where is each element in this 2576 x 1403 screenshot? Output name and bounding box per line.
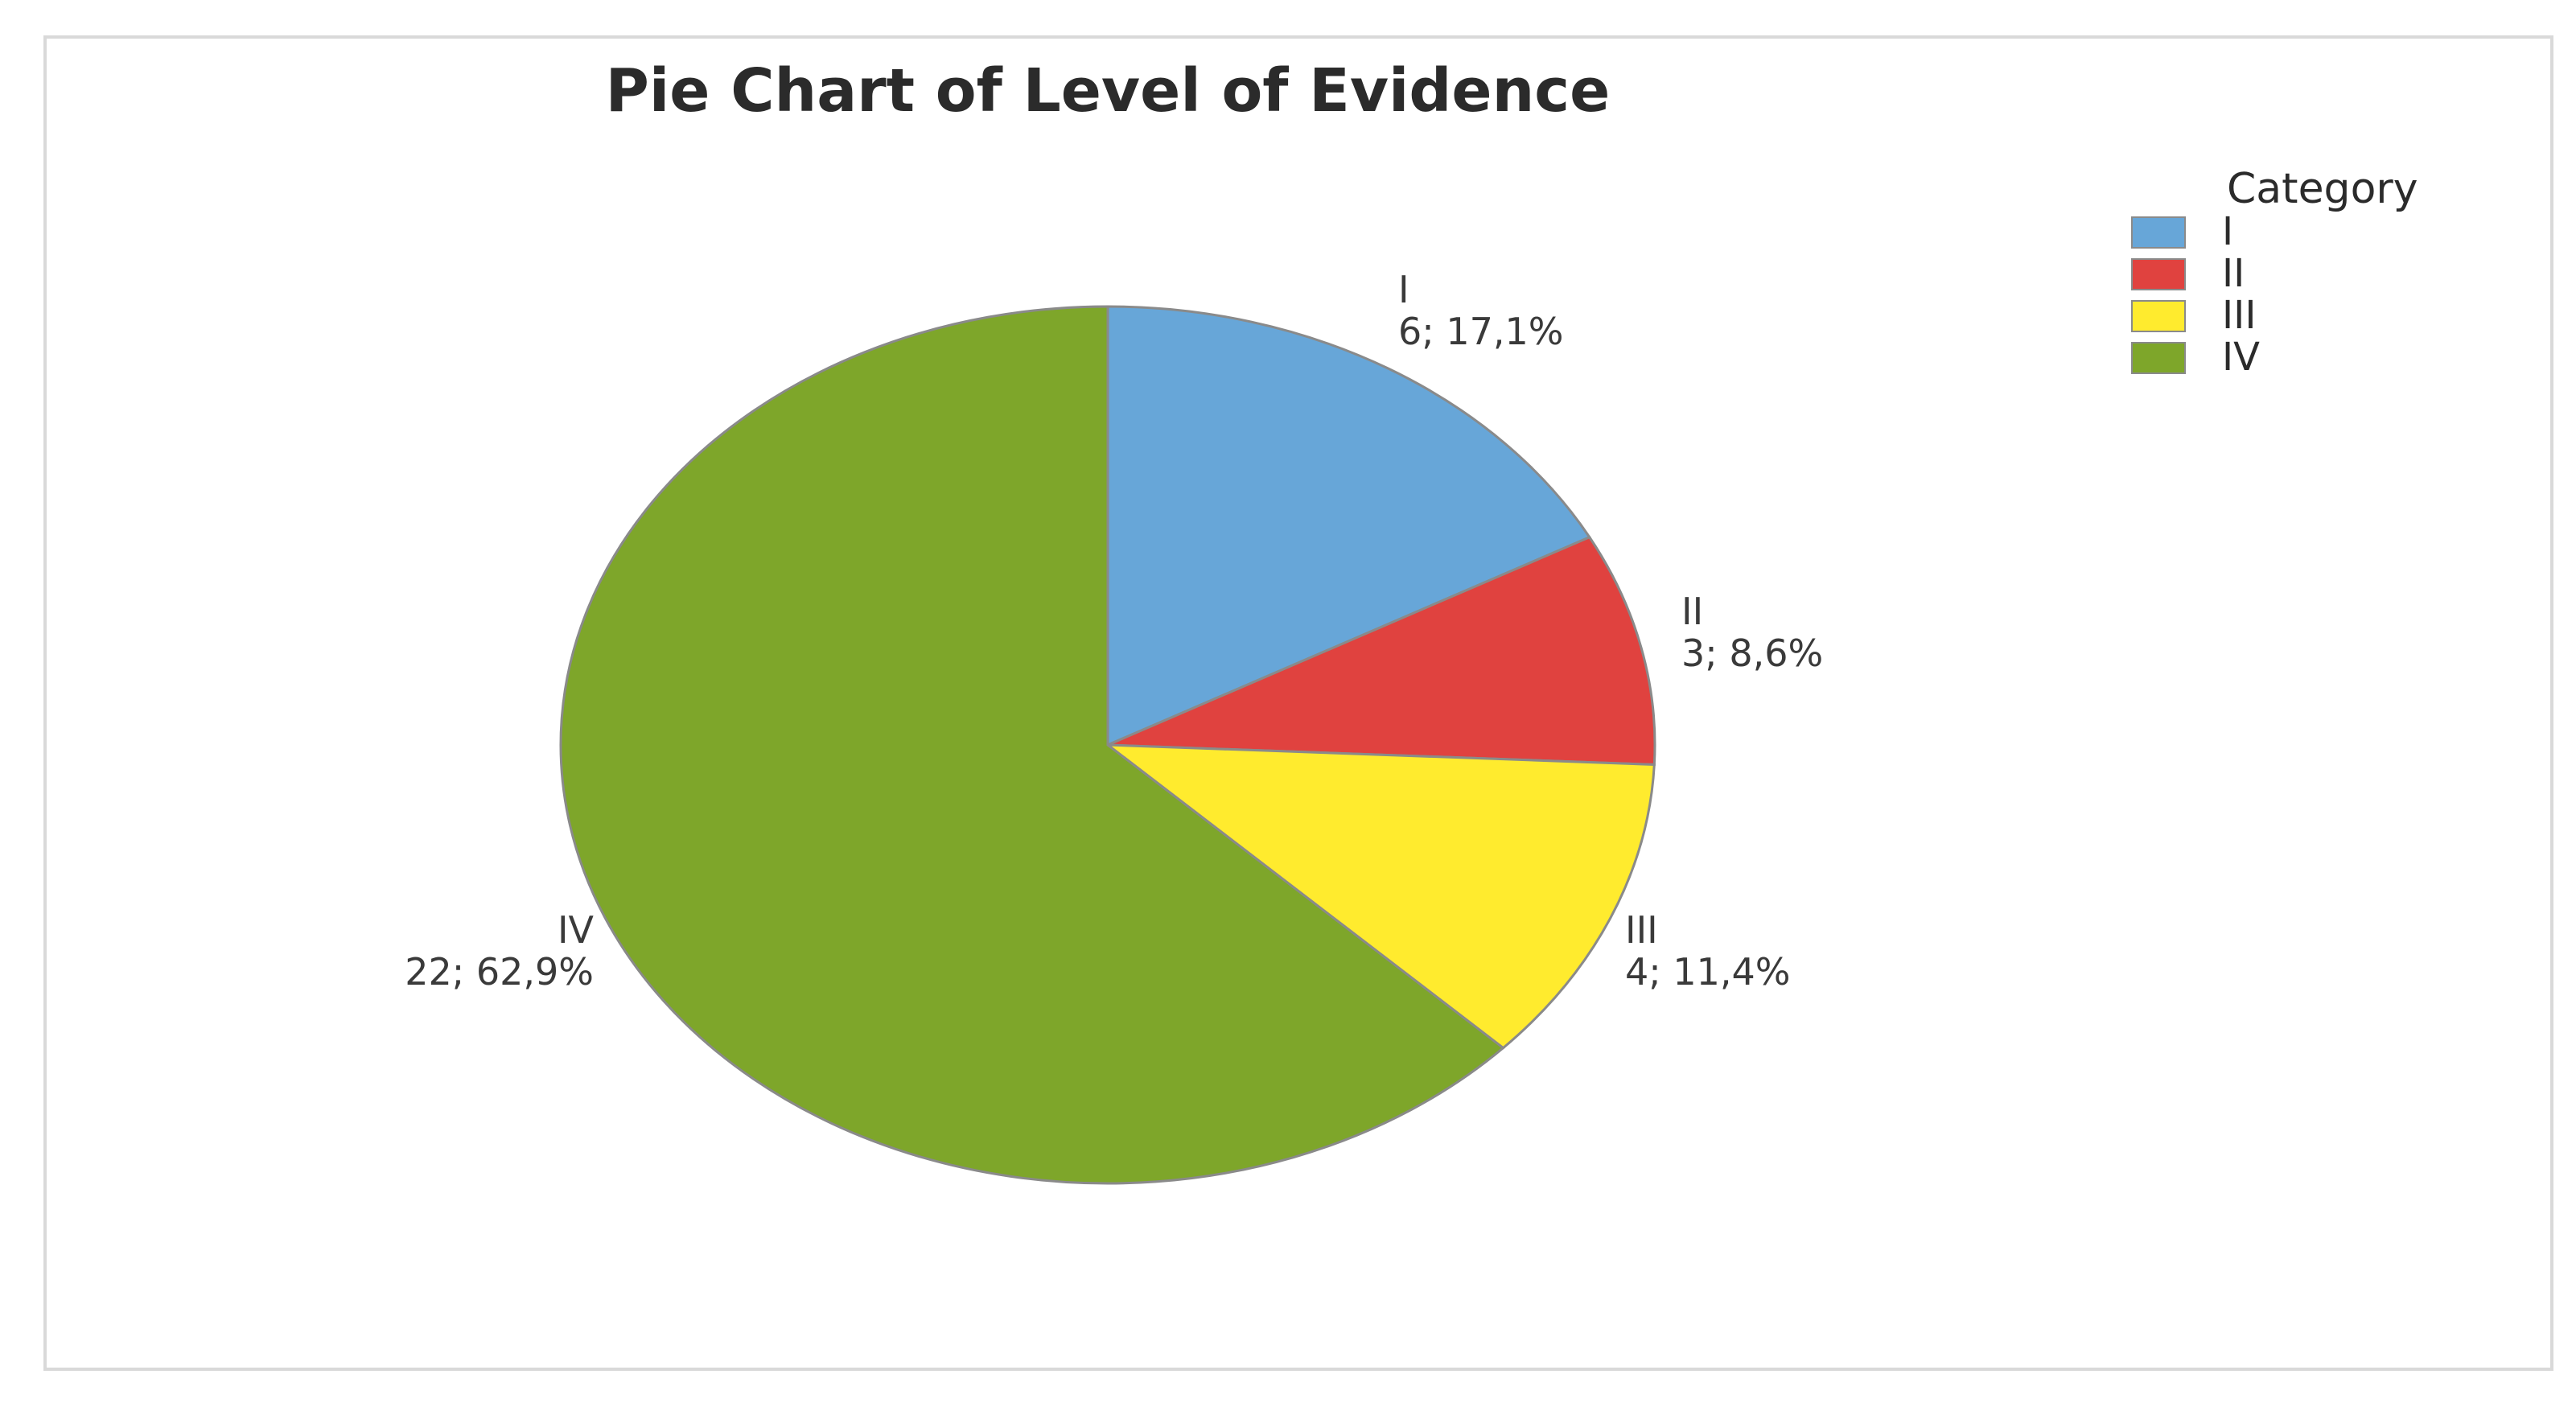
pie-slice-ii [1107, 535, 1656, 767]
legend-label-iv: IV [2222, 335, 2260, 380]
slice-label-category-iv: IV [558, 908, 595, 952]
slice-label-value-ii: 3; 8,6% [1681, 632, 1823, 675]
slice-label-value-iii: 4; 11,4% [1625, 950, 1791, 994]
legend-swatch-iv [2131, 342, 2186, 374]
legend-swatch-iii [2131, 300, 2186, 332]
legend-label-i: I [2222, 209, 2233, 254]
pie-slice-iii [1104, 743, 1656, 1050]
slice-label-category-ii: II [1681, 590, 1703, 633]
legend-label-ii: II [2222, 251, 2245, 296]
chart-title: Pie Chart of Level of Evidence [606, 56, 1611, 125]
legend-label-iii: III [2222, 293, 2256, 338]
slice-label-value-i: 6; 17,1% [1398, 310, 1564, 353]
slice-label-category-iii: III [1625, 908, 1658, 952]
legend-title: Category [2227, 165, 2418, 213]
slice-label-value-iv: 22; 62,9% [405, 950, 594, 994]
slice-label-category-i: I [1398, 268, 1409, 311]
pie-slices [559, 305, 1656, 1185]
legend-swatch-ii [2131, 258, 2186, 290]
pie-slice-i [1106, 305, 1592, 747]
pie-slice-iv [559, 305, 1505, 1185]
legend-swatch-i [2131, 216, 2186, 249]
